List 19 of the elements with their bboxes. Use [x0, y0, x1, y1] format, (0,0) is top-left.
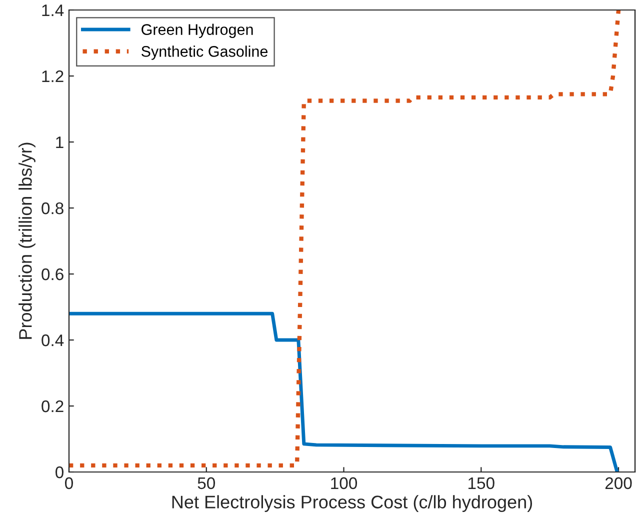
line-series — [69, 10, 621, 468]
y-tick-label: 0.6 — [42, 268, 64, 280]
y-tick-label: 0.4 — [42, 334, 64, 346]
x-tick-label: 100 — [331, 477, 358, 490]
legend-label: Synthetic Gasoline — [142, 46, 268, 60]
x-axis-title: Net Electrolysis Process Cost (c/lb hydrogen) — [172, 495, 532, 512]
y-tick-label: 1 — [56, 136, 64, 148]
y-tick-label: 1.4 — [42, 4, 64, 16]
y-tick-label: 0.2 — [42, 400, 64, 412]
y-tick-label: 1.2 — [42, 70, 64, 82]
x-tick-label: 200 — [605, 477, 632, 490]
x-tick-label: 0 — [65, 477, 73, 490]
legend-label: Green Hydrogen — [142, 24, 253, 38]
line-series — [69, 312, 619, 472]
y-axis-title: Production (trillion lbs/yr) — [18, 142, 36, 339]
y-tick-label: 0.8 — [42, 202, 64, 214]
x-tick-label: 150 — [468, 477, 494, 490]
y-tick-label: 0 — [56, 466, 64, 478]
x-tick-label: 50 — [198, 477, 215, 490]
